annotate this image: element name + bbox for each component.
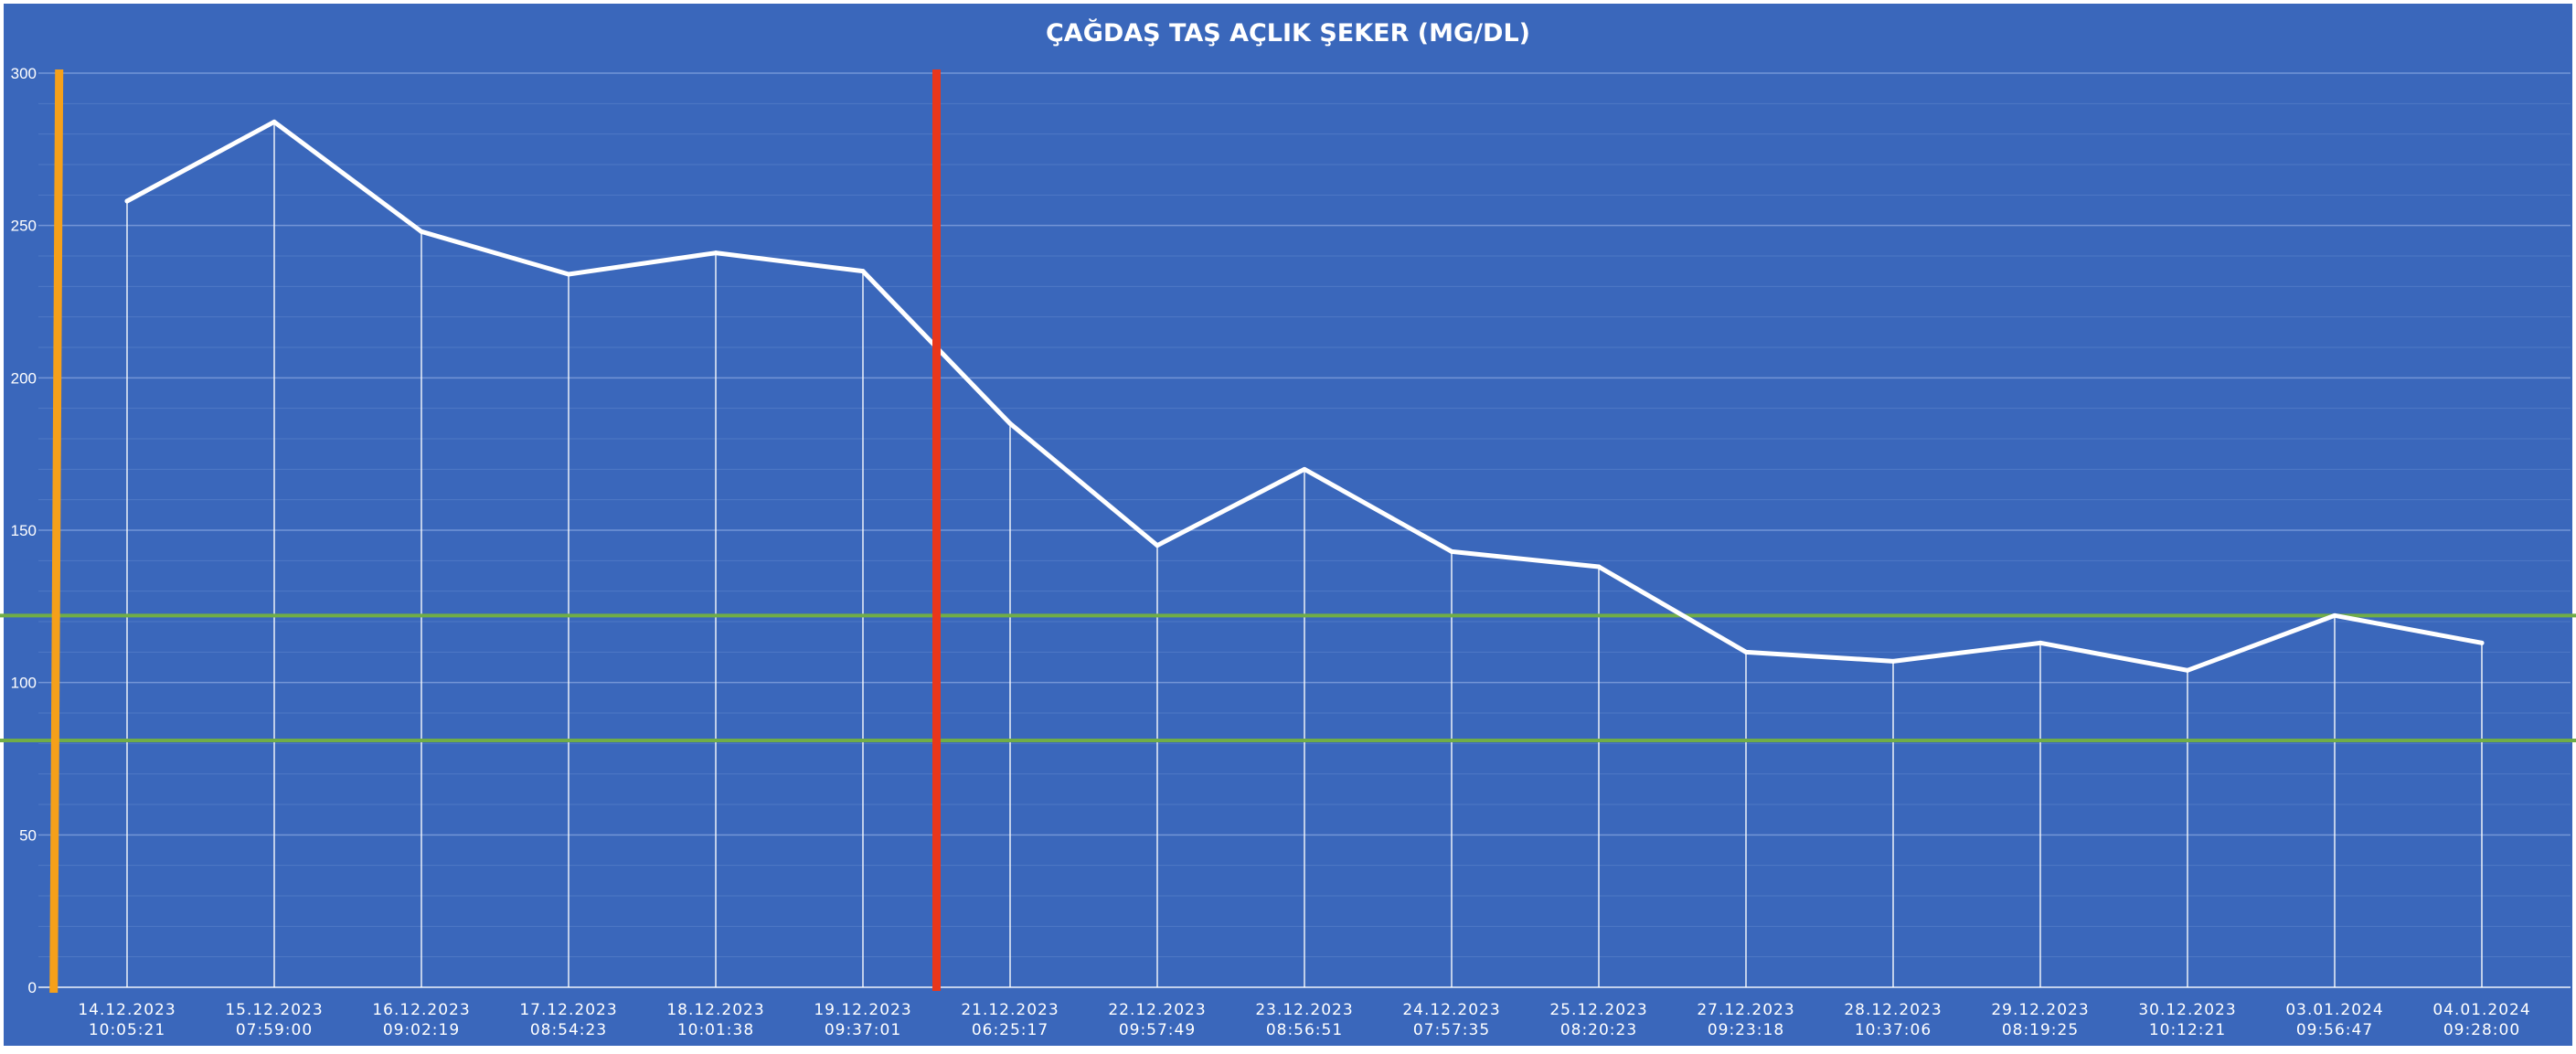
x-tick-time: 07:57:35	[1413, 1021, 1490, 1039]
data-point	[2479, 640, 2485, 645]
x-tick-date: 29.12.2023	[1991, 1001, 2089, 1019]
data-point	[1155, 543, 1160, 548]
data-point	[419, 229, 424, 234]
x-tick-time: 08:56:51	[1266, 1021, 1343, 1039]
x-tick-time: 09:57:49	[1119, 1021, 1196, 1039]
data-point	[2185, 667, 2190, 673]
x-tick-time: 09:23:18	[1708, 1021, 1784, 1039]
data-point	[2332, 612, 2337, 618]
y-tick-label: 200	[11, 369, 37, 387]
data-point	[1596, 564, 1602, 570]
drop-lines	[126, 122, 2483, 987]
y-tick-label: 100	[11, 675, 37, 692]
x-tick-date: 15.12.2023	[225, 1001, 323, 1019]
data-point	[566, 271, 571, 277]
x-tick-date: 30.12.2023	[2138, 1001, 2236, 1019]
x-tick-date: 03.01.2024	[2285, 1001, 2383, 1019]
x-tick-date: 14.12.2023	[78, 1001, 176, 1019]
x-tick-date: 16.12.2023	[372, 1001, 470, 1019]
x-tick-date: 18.12.2023	[666, 1001, 764, 1019]
x-tick-date: 22.12.2023	[1108, 1001, 1206, 1019]
x-tick-time: 09:02:19	[383, 1021, 460, 1039]
x-tick-date: 24.12.2023	[1402, 1001, 1500, 1019]
reference-line-vertical	[49, 69, 64, 994]
data-point	[1449, 548, 1454, 554]
x-tick-time: 10:12:21	[2149, 1021, 2226, 1039]
y-tick-label: 0	[28, 979, 37, 996]
data-point	[1743, 649, 1749, 655]
x-tick-date: 17.12.2023	[519, 1001, 617, 1019]
data-point	[124, 198, 130, 204]
x-tick-date: 04.01.2024	[2432, 1001, 2530, 1019]
reference-lines-vertical	[49, 69, 941, 994]
y-axis-ticks: 0 50 100 150 200 250 300	[11, 65, 37, 996]
x-tick-date: 21.12.2023	[961, 1001, 1059, 1019]
data-point	[1890, 658, 1896, 664]
data-point	[713, 250, 719, 256]
x-tick-time: 10:37:06	[1855, 1021, 1932, 1039]
x-tick-time: 08:19:25	[2002, 1021, 2079, 1039]
data-point	[2038, 640, 2043, 645]
y-tick-label: 300	[11, 65, 37, 82]
data-point	[271, 119, 277, 124]
x-axis-ticks: 14.12.2023 10:05:21 15.12.2023 07:59:00 16.1…	[78, 1001, 2530, 1039]
x-tick-date: 19.12.2023	[814, 1001, 911, 1019]
y-tick-label: 50	[19, 826, 37, 844]
x-tick-time: 08:54:23	[530, 1021, 607, 1039]
x-tick-time: 09:56:47	[2296, 1021, 2373, 1039]
x-tick-date: 25.12.2023	[1549, 1001, 1647, 1019]
x-tick-time: 09:28:00	[2443, 1021, 2520, 1039]
x-tick-time: 10:01:38	[677, 1021, 754, 1039]
x-tick-time: 07:59:00	[236, 1021, 313, 1039]
x-tick-time: 06:25:17	[972, 1021, 1048, 1039]
x-tick-date: 23.12.2023	[1255, 1001, 1353, 1019]
reference-lines-horizontal	[0, 613, 2576, 742]
chart-title: ÇAĞDAŞ TAŞ AÇLIK ŞEKER (MG/DL)	[1046, 18, 1530, 48]
data-point	[1302, 466, 1307, 472]
y-tick-label: 150	[11, 522, 37, 539]
series-group	[124, 119, 2485, 673]
chart-background	[4, 4, 2572, 1046]
x-tick-date: 27.12.2023	[1697, 1001, 1794, 1019]
x-tick-time: 08:20:23	[1560, 1021, 1637, 1039]
x-tick-date: 28.12.2023	[1844, 1001, 1942, 1019]
data-point	[860, 269, 866, 274]
y-tick-label: 250	[11, 218, 37, 235]
x-tick-time: 10:05:21	[89, 1021, 165, 1039]
x-tick-time: 09:37:01	[825, 1021, 901, 1039]
data-point	[1007, 421, 1013, 426]
